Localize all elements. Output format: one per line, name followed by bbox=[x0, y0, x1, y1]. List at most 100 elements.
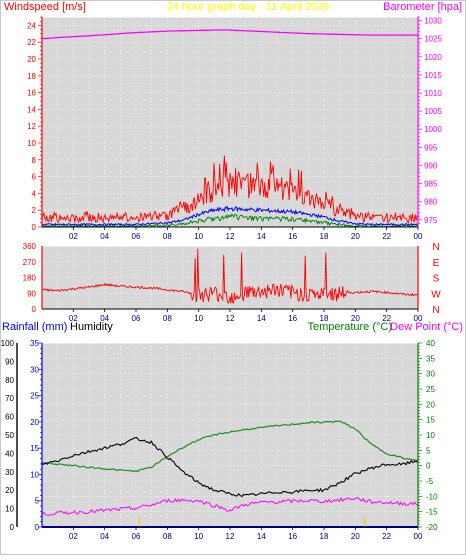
y-left-tick-label: 4 bbox=[32, 189, 37, 198]
x-tick-label: 00 bbox=[414, 314, 423, 323]
temperature-tick-label: 10 bbox=[426, 431, 435, 440]
windspeed-title: Windspeed [m/s] bbox=[4, 1, 86, 13]
wind-lull-line bbox=[41, 213, 419, 228]
temperature-tick-label: 20 bbox=[426, 400, 435, 409]
humidity-tick-label: 60 bbox=[5, 413, 14, 422]
x-tick-label: 22 bbox=[382, 314, 391, 323]
y-right-tick-label: 1010 bbox=[424, 89, 442, 98]
x-tick-label: 16 bbox=[288, 232, 297, 241]
x-tick-label: 20 bbox=[351, 232, 360, 241]
x-tick-label: 12 bbox=[226, 532, 235, 541]
temperature-tick-label: -15 bbox=[426, 508, 438, 517]
compass-label: S bbox=[433, 274, 440, 285]
temperature-tick-label: 0 bbox=[426, 462, 431, 471]
x-tick-label: 02 bbox=[69, 314, 78, 323]
barometer-line bbox=[41, 29, 418, 40]
x-tick-label: 10 bbox=[194, 314, 203, 323]
humidity-tick-label: 70 bbox=[5, 394, 14, 403]
x-tick-label: 08 bbox=[163, 532, 172, 541]
temperature-tick-label: 15 bbox=[426, 416, 435, 425]
y-left-tick-label: 360 bbox=[23, 242, 37, 251]
temperature-tick-label: -10 bbox=[426, 492, 438, 501]
x-tick-label: 20 bbox=[351, 314, 360, 323]
y-left-tick-label: 0 bbox=[32, 223, 37, 232]
y-left-tick-label: 10 bbox=[27, 139, 36, 148]
wind-direction-line bbox=[41, 248, 419, 304]
temp-plot-grid bbox=[42, 342, 418, 528]
rain-tick-label: 20 bbox=[30, 418, 39, 427]
dewpoint-title: Dew Point (°C) bbox=[390, 321, 463, 333]
y-right-tick-label: 1030 bbox=[424, 17, 442, 26]
y-right-tick-label: 1020 bbox=[424, 53, 442, 62]
x-tick-label: 14 bbox=[257, 232, 266, 241]
temperature-title: Temperature (°C) bbox=[308, 321, 392, 333]
y-left-tick-label: 24 bbox=[27, 21, 36, 30]
temperature-tick-label: 5 bbox=[426, 446, 431, 455]
x-tick-label: 14 bbox=[257, 532, 266, 541]
humidity-tick-label: 80 bbox=[5, 376, 14, 385]
y-left-tick-label: 0 bbox=[32, 305, 37, 314]
temperature-tick-label: 30 bbox=[426, 370, 435, 379]
y-left-tick-label: 20 bbox=[27, 55, 36, 64]
temperature-tick-label: -5 bbox=[426, 477, 434, 486]
compass-label: W bbox=[431, 289, 441, 300]
windspeed-average-line bbox=[41, 205, 418, 227]
wind-plot-axes: 02 04 06 08 10 12 14 16 18 20 22 000246810121416182… bbox=[27, 17, 442, 241]
x-tick-label: 04 bbox=[100, 314, 109, 323]
humidity-line bbox=[41, 436, 419, 498]
x-tick-label: 22 bbox=[382, 232, 391, 241]
wind-plot-grid bbox=[42, 17, 418, 228]
x-tick-label: 18 bbox=[320, 232, 329, 241]
humidity-tick-label: 20 bbox=[5, 486, 14, 495]
dewpoint-line bbox=[41, 497, 419, 517]
y-right-tick-label: 975 bbox=[424, 216, 438, 225]
humidity-tick-label: 30 bbox=[5, 468, 14, 477]
x-tick-label: 00 bbox=[414, 532, 423, 541]
y-left-tick-label: 8 bbox=[32, 156, 37, 165]
y-left-tick-label: 2 bbox=[32, 206, 37, 215]
x-tick-label: 12 bbox=[226, 314, 235, 323]
humidity-tick-label: 0 bbox=[10, 523, 15, 532]
y-right-tick-label: 995 bbox=[424, 143, 438, 152]
humidity-tick-label: 50 bbox=[5, 431, 14, 440]
x-tick-label: 14 bbox=[257, 314, 266, 323]
x-tick-label: 02 bbox=[69, 232, 78, 241]
y-right-tick-label: 1015 bbox=[424, 71, 442, 80]
humidity-tick-label: 40 bbox=[5, 449, 14, 458]
x-tick-label: 18 bbox=[320, 532, 329, 541]
x-tick-label: 10 bbox=[194, 532, 203, 541]
x-tick-label: 08 bbox=[163, 232, 172, 241]
rain-tick-label: 25 bbox=[30, 392, 39, 401]
temp-plot-axes: 02 04 06 08 10 12 14 16 18 20 22 000102030405060708… bbox=[1, 339, 438, 541]
y-right-tick-label: 980 bbox=[424, 198, 438, 207]
x-tick-label: 20 bbox=[351, 532, 360, 541]
x-tick-label: 02 bbox=[69, 532, 78, 541]
compass-label: N bbox=[432, 242, 439, 253]
y-right-tick-label: 1000 bbox=[424, 125, 442, 134]
temperature-tick-label: 25 bbox=[426, 385, 435, 394]
y-right-tick-label: 1005 bbox=[424, 107, 442, 116]
rainfall-title: Rainfall (mm) bbox=[2, 321, 67, 333]
compass-label: N bbox=[432, 305, 439, 316]
y-left-tick-label: 18 bbox=[27, 72, 36, 81]
x-tick-label: 18 bbox=[320, 314, 329, 323]
humidity-title: Humidity bbox=[70, 321, 113, 333]
barometer-title: Barometer [hpa] bbox=[383, 1, 462, 13]
x-tick-label: 06 bbox=[132, 532, 141, 541]
temperature-tick-label: -20 bbox=[426, 523, 438, 532]
temperature-tick-label: 40 bbox=[426, 339, 435, 348]
wind-plot-series bbox=[41, 29, 419, 228]
y-right-tick-label: 990 bbox=[424, 161, 438, 170]
y-left-tick-label: 6 bbox=[32, 173, 37, 182]
y-right-tick-label: 1025 bbox=[424, 35, 442, 44]
humidity-tick-label: 100 bbox=[1, 339, 15, 348]
x-tick-label: 22 bbox=[382, 532, 391, 541]
x-tick-label: 16 bbox=[288, 532, 297, 541]
temperature-line bbox=[41, 420, 419, 473]
direction-plot-series bbox=[41, 248, 419, 304]
graph-date-title: 24 hour graph day - 11 April 2026 bbox=[167, 1, 329, 13]
y-left-tick-label: 22 bbox=[27, 38, 36, 47]
rain-tick-label: 0 bbox=[35, 523, 40, 532]
